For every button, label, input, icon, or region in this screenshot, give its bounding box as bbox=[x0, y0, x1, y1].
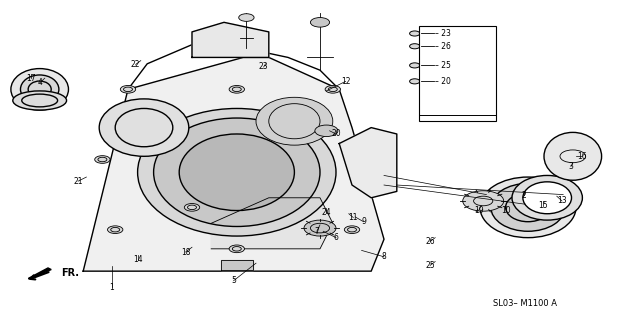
Text: 17: 17 bbox=[26, 74, 36, 83]
Ellipse shape bbox=[256, 97, 333, 145]
Text: – 25: – 25 bbox=[435, 61, 451, 70]
Ellipse shape bbox=[523, 182, 572, 214]
Polygon shape bbox=[211, 198, 333, 249]
Text: 2: 2 bbox=[521, 191, 526, 200]
Circle shape bbox=[229, 85, 244, 93]
Text: 21: 21 bbox=[74, 177, 83, 186]
Ellipse shape bbox=[491, 183, 565, 231]
Circle shape bbox=[463, 191, 504, 211]
Text: 8: 8 bbox=[381, 252, 387, 261]
Ellipse shape bbox=[512, 175, 582, 220]
Text: 26: 26 bbox=[425, 237, 435, 246]
Circle shape bbox=[410, 79, 420, 84]
Text: 18: 18 bbox=[181, 248, 190, 256]
Text: SL03– M1100 A: SL03– M1100 A bbox=[493, 299, 557, 308]
Ellipse shape bbox=[138, 108, 336, 236]
Ellipse shape bbox=[179, 134, 294, 211]
Text: 25: 25 bbox=[425, 261, 435, 270]
Text: FR.: FR. bbox=[61, 268, 79, 278]
Ellipse shape bbox=[99, 99, 189, 156]
Text: 12: 12 bbox=[341, 77, 350, 86]
Text: 5: 5 bbox=[231, 276, 236, 285]
Circle shape bbox=[410, 44, 420, 49]
Polygon shape bbox=[221, 260, 253, 270]
Text: 14: 14 bbox=[132, 256, 143, 264]
Ellipse shape bbox=[480, 177, 576, 238]
Text: 11: 11 bbox=[349, 213, 358, 222]
Circle shape bbox=[239, 14, 254, 21]
Text: 19: 19 bbox=[474, 206, 484, 215]
Circle shape bbox=[325, 85, 340, 93]
Text: 23: 23 bbox=[259, 63, 269, 71]
Text: 1: 1 bbox=[109, 283, 115, 292]
Bar bbox=[419, 26, 496, 121]
Ellipse shape bbox=[544, 132, 602, 180]
Text: 10: 10 bbox=[500, 206, 511, 215]
Circle shape bbox=[344, 226, 360, 234]
Text: – 26: – 26 bbox=[435, 42, 451, 51]
Circle shape bbox=[315, 125, 338, 137]
Circle shape bbox=[229, 245, 244, 253]
Text: 24: 24 bbox=[321, 208, 332, 217]
Circle shape bbox=[410, 63, 420, 68]
Text: 16: 16 bbox=[577, 152, 588, 161]
Polygon shape bbox=[339, 128, 397, 198]
Ellipse shape bbox=[20, 75, 59, 104]
Text: 13: 13 bbox=[557, 197, 567, 205]
Circle shape bbox=[120, 85, 136, 93]
Text: 22: 22 bbox=[131, 60, 140, 69]
Text: 15: 15 bbox=[538, 201, 548, 210]
Circle shape bbox=[304, 220, 336, 236]
Circle shape bbox=[108, 226, 123, 234]
Text: 4: 4 bbox=[37, 78, 42, 87]
Ellipse shape bbox=[13, 91, 67, 110]
Text: 9: 9 bbox=[361, 217, 366, 226]
Text: 3: 3 bbox=[568, 162, 573, 171]
Text: – 23: – 23 bbox=[435, 29, 451, 38]
Text: 6: 6 bbox=[333, 233, 339, 242]
Text: 20: 20 bbox=[331, 130, 341, 138]
Ellipse shape bbox=[11, 69, 68, 110]
Text: – 20: – 20 bbox=[435, 77, 451, 86]
FancyArrowPatch shape bbox=[30, 272, 49, 279]
Polygon shape bbox=[192, 22, 269, 57]
Circle shape bbox=[184, 204, 200, 211]
Polygon shape bbox=[83, 57, 384, 271]
Circle shape bbox=[310, 18, 330, 27]
Text: 7: 7 bbox=[314, 227, 319, 236]
Circle shape bbox=[410, 31, 420, 36]
Circle shape bbox=[95, 156, 110, 163]
Polygon shape bbox=[29, 268, 51, 279]
Ellipse shape bbox=[154, 118, 320, 226]
